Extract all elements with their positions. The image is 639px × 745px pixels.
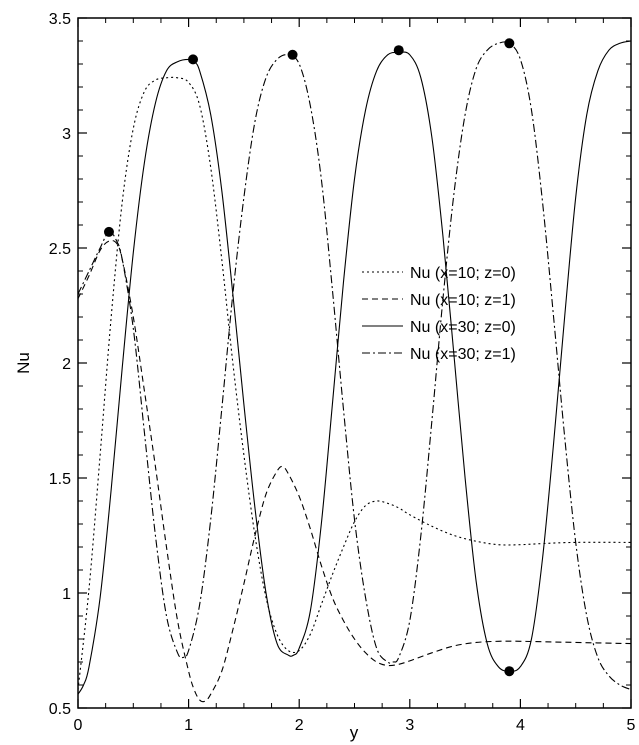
y-tick-label: 1.5 [49, 471, 71, 488]
peak-marker [188, 54, 199, 65]
peak-markers [103, 38, 515, 677]
y-tick-label: 3.5 [49, 11, 71, 28]
legend-label-4: Nu (x=30; z=1) [410, 346, 516, 363]
legend-label-2: Nu (x=10; z=1) [410, 292, 516, 309]
legend-label-3: Nu (x=30; z=0) [410, 319, 516, 336]
series-line-4 [77, 41, 632, 691]
x-tick-label: 3 [405, 717, 414, 734]
peak-marker [287, 49, 298, 60]
y-tick-label: 2 [62, 356, 71, 373]
axis-ticks: 0 1 2 3 4 5 0.5 1 1.5 2 2.5 3 3.5 [49, 11, 636, 734]
legend: Nu (x=10; z=0) Nu (x=10; z=1) Nu (x=30; z=… [362, 265, 516, 363]
series-lines [77, 40, 632, 703]
series-line-2 [77, 239, 632, 703]
peak-marker [504, 38, 515, 49]
plot-frame [77, 17, 632, 709]
series-line-1 [77, 76, 632, 690]
peak-marker [103, 226, 114, 237]
y-tick-label: 0.5 [49, 701, 71, 718]
peak-marker [504, 666, 515, 677]
x-tick-label: 0 [74, 717, 83, 734]
x-axis-label: y [350, 723, 359, 742]
series-line-3 [77, 40, 632, 695]
legend-label-1: Nu (x=10; z=0) [410, 265, 516, 282]
y-tick-label: 2.5 [49, 241, 71, 258]
y-axis-label: Nu [14, 352, 33, 374]
x-tick-label: 2 [295, 717, 304, 734]
y-tick-label: 1 [62, 586, 71, 603]
x-tick-label: 1 [184, 717, 193, 734]
x-tick-label: 4 [516, 717, 525, 734]
y-tick-label: 3 [62, 126, 71, 143]
peak-marker [393, 45, 404, 56]
x-tick-label: 5 [627, 717, 636, 734]
